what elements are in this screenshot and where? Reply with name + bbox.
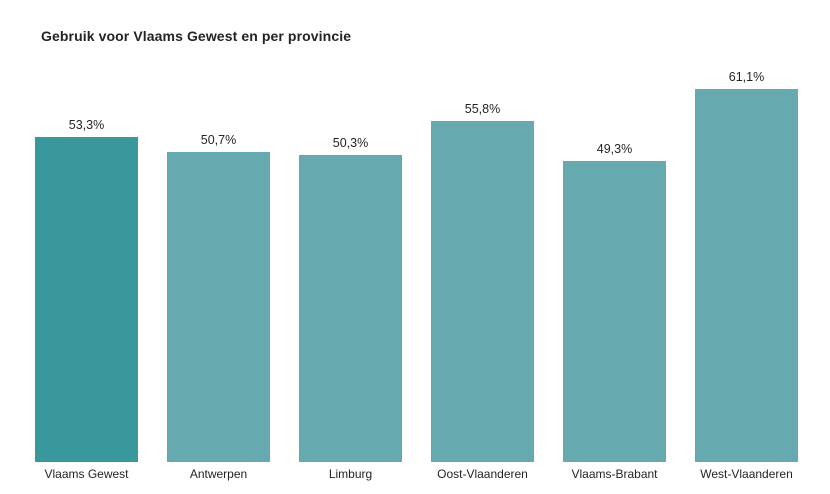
category-label: Vlaams Gewest — [44, 467, 129, 481]
category-label: Oost-Vlaanderen — [437, 467, 528, 481]
bar-group: 50,3% Limburg — [299, 52, 402, 482]
bar-value-label: 50,3% — [332, 135, 369, 150]
bar-group: 50,7% Antwerpen — [167, 52, 270, 482]
bar-group: 61,1% West-Vlaanderen — [695, 52, 798, 482]
category-label: West-Vlaanderen — [700, 467, 793, 481]
bar-value-label: 50,7% — [200, 133, 237, 148]
bar-value-label: 53,3% — [68, 117, 105, 132]
bar-value-label: 55,8% — [464, 102, 501, 117]
category-label: Limburg — [328, 467, 373, 481]
bar-group: 53,3% Vlaams Gewest — [35, 52, 138, 482]
bar-value-label: 61,1% — [728, 69, 765, 84]
category-label: Vlaams-Brabant — [571, 467, 658, 481]
bar[interactable] — [167, 152, 270, 462]
plot-area: 53,3% Vlaams Gewest 50,7% Antwerpen 50,3% Lim… — [35, 52, 798, 482]
category-label: Antwerpen — [189, 467, 248, 481]
bar[interactable] — [695, 88, 798, 462]
bar-group: 49,3% Vlaams-Brabant — [563, 52, 666, 482]
chart-title: Gebruik voor Vlaams Gewest en per provin… — [41, 28, 352, 44]
bar[interactable] — [35, 136, 138, 462]
bar[interactable] — [431, 121, 534, 462]
bar[interactable] — [563, 160, 666, 462]
bar-value-label: 49,3% — [596, 141, 633, 156]
bar[interactable] — [299, 154, 402, 462]
bar-group: 55,8% Oost-Vlaanderen — [431, 52, 534, 482]
